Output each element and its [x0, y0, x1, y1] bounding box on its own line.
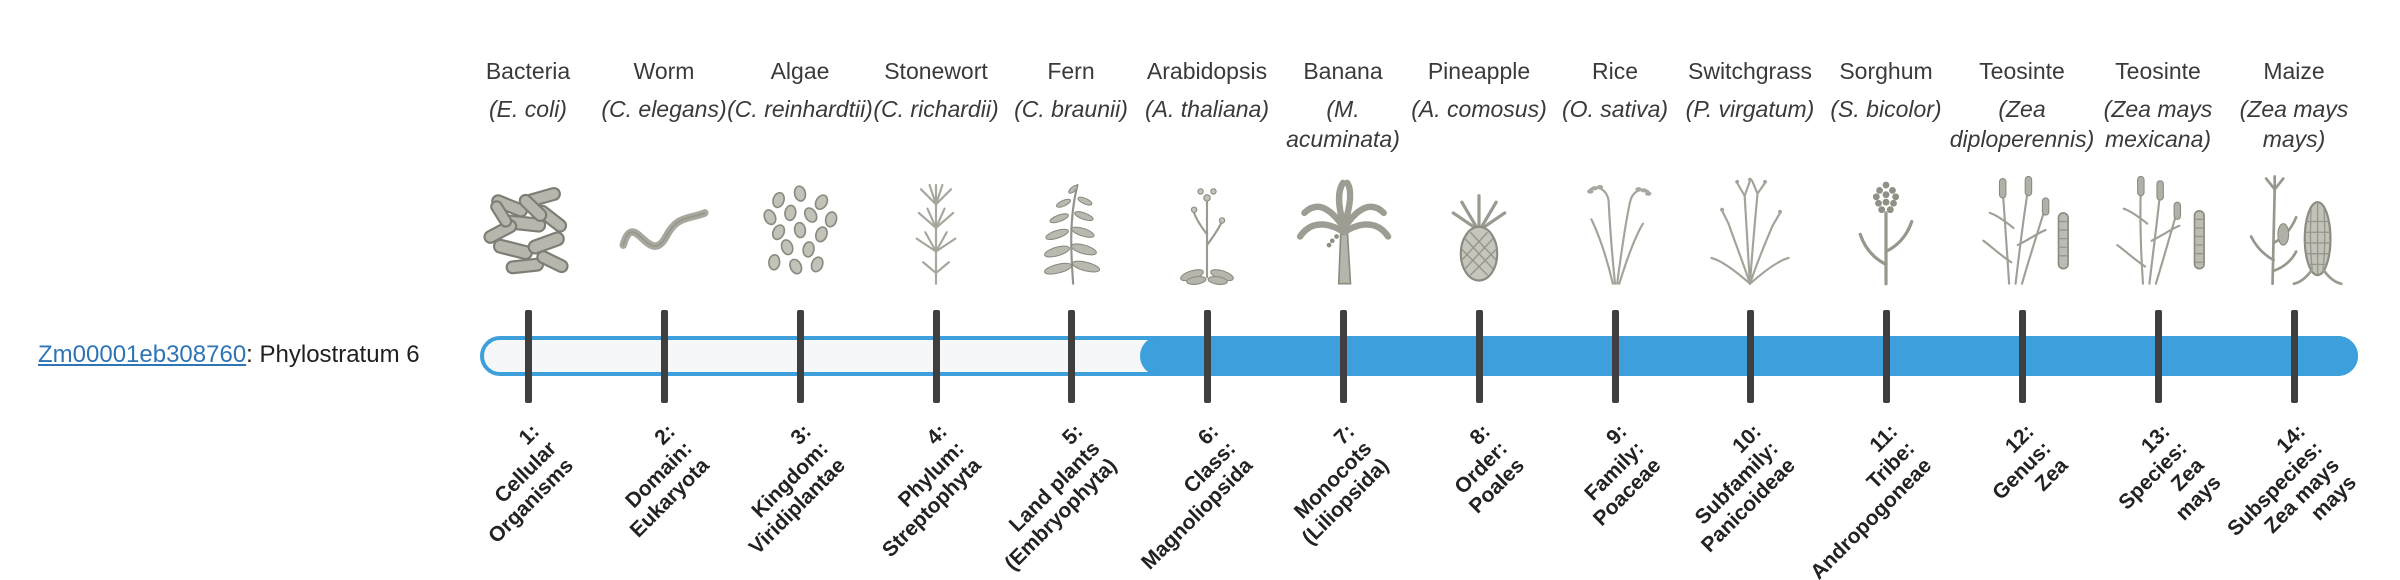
organism-scientific-name: (Zea diploperennis) [1949, 96, 2095, 152]
phylostratum-column-6: Arabidopsis (A. thaliana) [1133, 0, 1281, 580]
stonewort-icon [879, 168, 993, 288]
phylostratum-column-12: Teosinte (Zea diploperennis) [1948, 0, 2096, 580]
teosinte-mexicana-icon [2101, 168, 2215, 288]
stratum-label-12: 12: Genus: Zea [1987, 420, 2073, 505]
algae-icon [743, 168, 857, 288]
organism-common-name: Fern [1047, 58, 1095, 84]
stratum-label-14: 14: Subspecies: Zea mays mays [2223, 420, 2362, 541]
organism-common-name: Arabidopsis [1146, 58, 1268, 84]
stratum-tick-13 [2154, 310, 2162, 403]
organism-scientific-name: (C. richardii) [873, 96, 999, 122]
organism-common-name: Sorghum [1839, 58, 1933, 84]
stratum-label-7: 7: Monocots (Liliopsida) [1289, 420, 1394, 550]
organism-scientific-name: (Zea mays mexicana) [2103, 96, 2213, 152]
stratum-tick-8 [1475, 310, 1483, 403]
stratum-tick-10 [1746, 310, 1754, 403]
maize-icon [2237, 168, 2351, 288]
organism-scientific-name: (Zea mays mays) [2239, 96, 2349, 152]
stratum-tick-6 [1203, 310, 1211, 403]
stratum-tick-14 [2290, 310, 2298, 403]
stratum-tick-12 [2018, 310, 2026, 403]
stratum-tick-5 [1067, 310, 1075, 403]
organism-scientific-name: (E. coli) [489, 96, 567, 122]
teosinte-diploperennis-icon [1965, 168, 2079, 288]
stratum-tick-3 [796, 310, 804, 403]
sorghum-icon [1829, 168, 1943, 288]
stratum-tick-11 [1882, 310, 1890, 403]
organism-common-name: Pineapple [1427, 58, 1531, 84]
organism-scientific-name: (C. elegans) [601, 96, 727, 122]
phylostratum-column-9: Rice (O. sativa) 9: Family: Poaceae [1541, 0, 1689, 580]
stratum-label-9: 9: Family: Poaceae [1580, 420, 1666, 531]
arabidopsis-icon [1150, 168, 1264, 288]
worm-icon [607, 168, 721, 288]
organism-scientific-name: (S. bicolor) [1830, 96, 1942, 122]
organism-common-name: Stonewort [884, 58, 988, 84]
organism-scientific-name: (P. virgatum) [1685, 96, 1815, 122]
stratum-tick-4 [932, 310, 940, 403]
stratum-label-1: 1: Cellular Organisms [484, 420, 579, 548]
phylostratum-column-2: Worm (C. elegans) 2: Domain: Eukaryota [590, 0, 738, 580]
stratum-label-3: 3: Kingdom: Viridiplantae [745, 420, 851, 560]
bacteria-icon [471, 168, 585, 288]
stratum-tick-1 [524, 310, 532, 403]
gene-phylostratum-text: : Phylostratum 6 [246, 341, 420, 368]
banana-tree-icon [1286, 168, 1400, 288]
phylostratum-column-7: Banana (M. acuminata) 7: Monocots (Lilio… [1269, 0, 1417, 580]
phylostratum-column-14: Maize (Zea mays mays) [2220, 0, 2368, 580]
phylostratum-column-10: Switchgrass (P. virgatum) [1676, 0, 1824, 580]
stratum-tick-2 [660, 310, 668, 403]
switchgrass-icon [1693, 168, 1807, 288]
fern-icon [1014, 168, 1128, 288]
organism-common-name: Bacteria [485, 58, 571, 84]
gene-link[interactable]: Zm00001eb308760 [38, 341, 247, 368]
stratum-label-13: 13: Species: Zea mays [2113, 420, 2226, 526]
organism-common-name: Banana [1303, 58, 1383, 84]
organism-common-name: Maize [2263, 58, 2325, 84]
rice-plant-icon [1558, 168, 1672, 288]
stratum-label-2: 2: Domain: Eukaryota [621, 420, 715, 543]
organism-scientific-name: (O. sativa) [1561, 96, 1669, 122]
phylostratum-column-8: Pineapple (A. comosus) 8: Order: Poales [1405, 0, 1553, 580]
stratum-tick-7 [1339, 310, 1347, 403]
organism-common-name: Teosinte [1979, 58, 2065, 84]
phylostratum-column-11: Sorghum (S. bicolor) 11: Tribe: Andropog… [1806, 0, 1960, 580]
organism-common-name: Switchgrass [1688, 58, 1812, 84]
phylostratum-column-1: Bacteria (E. coli) 1: Cellular Organisms [454, 0, 602, 580]
organism-scientific-name: (M. acuminata) [1286, 96, 1400, 152]
phylostratum-column-13: Teosinte (Zea mays mexicana) [2084, 0, 2232, 580]
gene-label: Zm00001eb308760: Phylostratum 6 [38, 341, 420, 369]
organism-common-name: Teosinte [2115, 58, 2201, 84]
phylostratum-column-5: Fern (C. braunii) 5: Land plants (Embryo… [997, 0, 1145, 580]
organism-scientific-name: (C. braunii) [1014, 96, 1128, 122]
organism-scientific-name: (C. reinhardtii) [727, 96, 873, 122]
pineapple-icon [1422, 168, 1536, 288]
stratum-label-8: 8: Order: Poales [1450, 420, 1530, 519]
stratum-tick-9 [1611, 310, 1619, 403]
organism-common-name: Worm [633, 58, 695, 84]
stratum-label-4: 4: Phylum: Streptophyta [878, 420, 987, 562]
phylostratum-column-4: Stonewort (C. richardii) 4: Phylum: Stre… [862, 0, 1010, 580]
organism-common-name: Rice [1591, 58, 1638, 84]
phylostratum-column-3: Algae (C. reinhardtii) 3: Ki [726, 0, 874, 580]
organism-common-name: Algae [770, 58, 830, 84]
organism-scientific-name: (A. thaliana) [1144, 96, 1269, 122]
organism-scientific-name: (A. comosus) [1411, 96, 1547, 122]
